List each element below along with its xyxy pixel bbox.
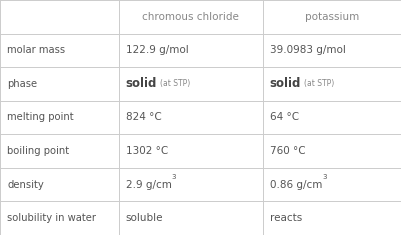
Text: solid: solid <box>269 77 300 90</box>
Text: 3: 3 <box>321 174 326 180</box>
Text: boiling point: boiling point <box>7 146 69 156</box>
Text: 824 °C: 824 °C <box>126 113 161 122</box>
Text: solid: solid <box>126 77 157 90</box>
Text: 64 °C: 64 °C <box>269 113 298 122</box>
Text: 39.0983 g/mol: 39.0983 g/mol <box>269 45 345 55</box>
Text: (at STP): (at STP) <box>304 79 334 88</box>
Text: (at STP): (at STP) <box>160 79 190 88</box>
Text: molar mass: molar mass <box>7 45 65 55</box>
Text: phase: phase <box>7 79 37 89</box>
Text: solubility in water: solubility in water <box>7 213 96 223</box>
Text: potassium: potassium <box>304 12 358 22</box>
Text: 2.9 g/cm: 2.9 g/cm <box>126 180 171 190</box>
Text: 0.86 g/cm: 0.86 g/cm <box>269 180 321 190</box>
Text: 760 °C: 760 °C <box>269 146 305 156</box>
Text: chromous chloride: chromous chloride <box>142 12 238 22</box>
Text: reacts: reacts <box>269 213 301 223</box>
Text: density: density <box>7 180 44 190</box>
Text: 3: 3 <box>171 174 176 180</box>
Text: 1302 °C: 1302 °C <box>126 146 168 156</box>
Text: soluble: soluble <box>126 213 163 223</box>
Text: melting point: melting point <box>7 113 74 122</box>
Text: 122.9 g/mol: 122.9 g/mol <box>126 45 188 55</box>
